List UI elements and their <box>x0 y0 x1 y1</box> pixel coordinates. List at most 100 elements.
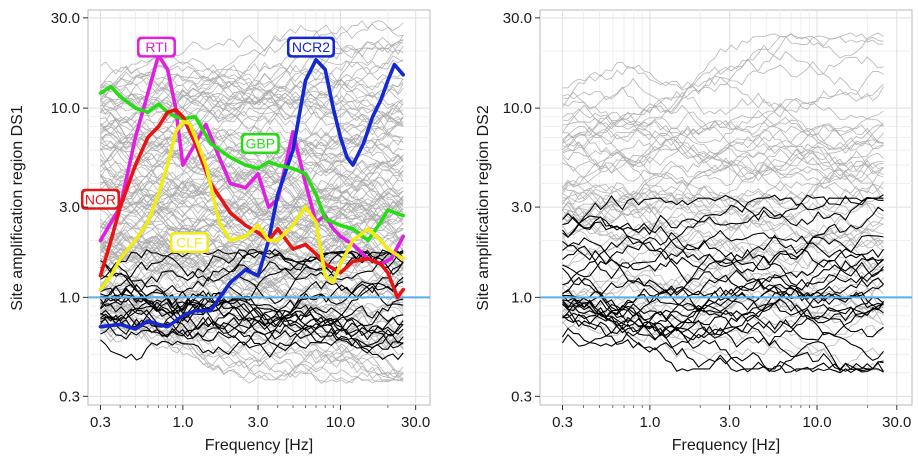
annotation-label: GBP <box>246 136 276 152</box>
series-clf-line <box>98 119 405 292</box>
x-tick-label: 30.0 <box>882 414 911 431</box>
background-curve <box>100 158 404 214</box>
background-curve <box>562 44 884 126</box>
annotation-inner <box>243 135 278 152</box>
background-curve <box>562 119 884 182</box>
background-curve <box>100 25 404 89</box>
background-curve <box>562 269 884 319</box>
x-axis-title: Frequency [Hz] <box>205 437 313 454</box>
background-curve <box>562 268 884 324</box>
background-curve <box>562 32 884 144</box>
background-curve <box>100 164 404 246</box>
background-curve <box>100 196 404 294</box>
black-curve <box>562 216 884 281</box>
background-curve <box>562 174 884 228</box>
series-gbp-line <box>98 84 405 243</box>
background-curve <box>100 55 404 96</box>
x-tick-label: 0.3 <box>552 414 573 431</box>
black-curve <box>562 206 884 286</box>
y-axis-title: Site amplification region DS1 <box>9 105 26 311</box>
grid <box>88 10 430 405</box>
annotation-label: NOR <box>85 191 116 207</box>
black-curve <box>100 314 404 343</box>
background-curve <box>562 64 884 113</box>
series-ncr2-line <box>98 58 405 331</box>
annotation-inner <box>83 191 118 208</box>
annotation-label: CLF <box>176 234 202 250</box>
black-curve <box>100 272 404 354</box>
black-curve <box>562 296 884 346</box>
background-curves <box>562 32 884 373</box>
background-curve <box>100 217 404 281</box>
background-curve <box>562 99 884 146</box>
background-curve <box>100 67 404 147</box>
y-tick-label: 1.0 <box>59 289 80 306</box>
background-curve <box>100 239 404 319</box>
background-curve <box>562 144 884 205</box>
y-tick-label: 30.0 <box>503 10 532 27</box>
background-curve <box>562 91 884 154</box>
background-curve <box>100 288 404 375</box>
black-curve <box>562 194 884 266</box>
background-curve <box>562 167 884 222</box>
background-curve <box>100 268 404 305</box>
background-curve <box>100 320 404 383</box>
black-curve <box>562 299 884 373</box>
background-curve <box>100 74 404 124</box>
background-curve <box>562 143 884 205</box>
background-curve <box>100 92 404 127</box>
black-curve <box>100 298 404 361</box>
background-curve <box>100 39 404 113</box>
background-curve <box>100 166 404 229</box>
black-curve <box>562 235 884 320</box>
background-curve <box>100 221 404 277</box>
background-curve <box>562 125 884 192</box>
y-tick-label: 3.0 <box>59 199 80 216</box>
black-curve <box>562 237 884 311</box>
black-curve <box>100 249 404 304</box>
y-tick-label: 30.0 <box>51 10 80 27</box>
background-curve <box>100 83 404 194</box>
black-curve <box>100 309 404 358</box>
axes: 0.3 1.0 3.0 10.0 30.0 0.3 1.0 3.0 10.0 30.0 Freque… <box>475 10 911 454</box>
black-curve <box>562 234 884 297</box>
background-curve <box>562 191 884 242</box>
black-curve <box>562 301 884 373</box>
background-curve <box>100 246 404 283</box>
x-tick-label: 10.0 <box>326 414 355 431</box>
background-curve <box>562 230 884 295</box>
y-tick-label: 3.0 <box>511 199 532 216</box>
background-curve <box>562 109 884 151</box>
background-curve <box>562 162 884 239</box>
background-curve <box>562 203 884 273</box>
background-curve <box>100 190 404 262</box>
background-curve <box>562 202 884 273</box>
background-curve <box>562 86 884 202</box>
background-curve <box>100 20 404 117</box>
annotation-gbp: GBP <box>240 133 280 155</box>
background-curve <box>100 20 404 77</box>
plot-content <box>88 20 430 384</box>
background-curve <box>100 165 404 201</box>
black-curve <box>100 248 404 309</box>
background-curve <box>100 179 404 265</box>
background-curve <box>100 120 404 186</box>
annotation-inner <box>139 39 174 56</box>
plot-content <box>540 32 912 374</box>
background-curve <box>100 100 404 167</box>
background-curve <box>562 124 884 178</box>
x-tick-label: 1.0 <box>639 414 660 431</box>
black-curve <box>562 236 884 278</box>
background-curve <box>100 78 404 131</box>
y-tick-label: 1.0 <box>511 289 532 306</box>
annotation-nor: NOR <box>80 188 120 210</box>
x-tick-label: 1.0 <box>172 414 193 431</box>
background-curve <box>562 58 884 115</box>
background-curve <box>100 309 404 384</box>
background-curve <box>562 164 884 224</box>
background-curve <box>562 121 884 215</box>
background-curve <box>100 63 404 105</box>
background-curve <box>562 123 884 159</box>
